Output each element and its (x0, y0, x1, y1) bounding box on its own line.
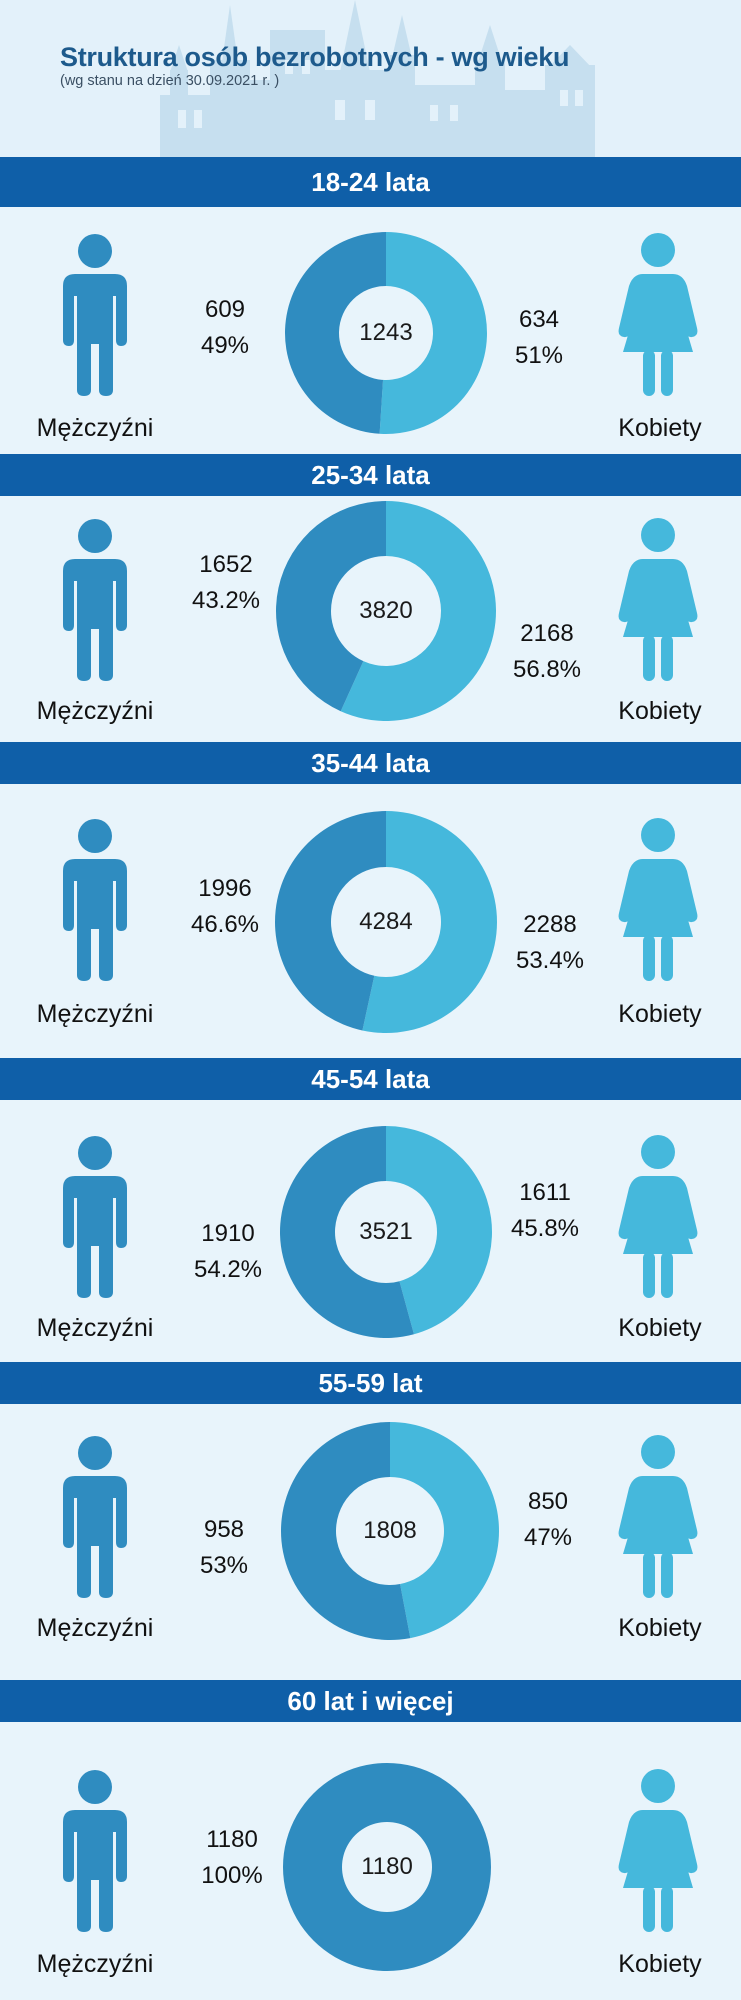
donut-chart (280, 1422, 499, 1640)
donut-total-label: 3820 (359, 597, 413, 624)
men-count: 1180 (206, 1826, 258, 1853)
men-label: Mężczyźni (36, 1000, 154, 1028)
donut-chart (285, 232, 488, 434)
men-value-label: 609 49% (170, 292, 280, 364)
women-count: 850 (527, 1488, 569, 1515)
women-percent: 53.4% (515, 947, 585, 974)
men-label: Mężczyźni (36, 1314, 154, 1342)
man-icon (55, 1768, 135, 1938)
section-header-band: 35-44 lata (0, 742, 741, 784)
women-value-label: 634 51% (484, 302, 594, 374)
men-percent: 53% (199, 1552, 249, 1579)
women-label: Kobiety (618, 414, 702, 442)
women-value-label: 2168 56.8% (492, 616, 602, 688)
women-count: 2288 (523, 911, 577, 938)
city-skyline-illustration (160, 0, 595, 157)
women-value-label: 2288 53.4% (495, 907, 605, 979)
page-subtitle: (wg stanu na dzień 30.09.2021 r. ) (60, 73, 280, 89)
men-slice (282, 1763, 491, 1971)
women-slice (340, 501, 496, 721)
women-value-label: 1611 45.8% (490, 1175, 600, 1247)
men-percent: 43.2% (191, 587, 261, 614)
men-value-label: 1652 43.2% (171, 547, 281, 619)
men-label: Mężczyźni (36, 697, 154, 725)
page-title: Struktura osób bezrobotnych - wg wieku (60, 42, 570, 72)
men-slice (285, 232, 386, 434)
men-slice (275, 811, 386, 1031)
men-count: 1996 (198, 875, 252, 902)
donut-chart (282, 1763, 491, 1971)
woman-icon (613, 1434, 703, 1604)
men-value-label: 1910 54.2% (173, 1216, 283, 1288)
woman-icon (613, 232, 703, 402)
donut-total-label: 4284 (359, 908, 413, 935)
men-count: 958 (203, 1516, 245, 1543)
men-label: Mężczyźni (36, 1950, 154, 1978)
men-count: 1910 (201, 1220, 255, 1247)
header-banner: Struktura osób bezrobotnych - wg wieku (… (0, 0, 741, 157)
man-icon (55, 1134, 135, 1304)
women-label: Kobiety (618, 1614, 702, 1642)
men-percent: 100% (201, 1862, 263, 1889)
donut-total-label: 1243 (359, 319, 413, 346)
men-percent: 46.6% (190, 911, 260, 938)
women-slice (390, 1422, 499, 1639)
women-label: Kobiety (618, 697, 702, 725)
women-label: Kobiety (618, 1950, 702, 1978)
women-slice (379, 232, 488, 434)
men-value-label: 1996 46.6% (170, 871, 280, 943)
woman-icon (613, 1768, 703, 1938)
section-header-band: 45-54 lata (0, 1058, 741, 1100)
men-percent: 49% (200, 332, 250, 359)
women-slice (386, 1126, 492, 1335)
men-slice (280, 1422, 411, 1640)
section-header-band: 18-24 lata (0, 157, 741, 207)
donut-chart (276, 501, 496, 721)
women-count: 634 (518, 306, 560, 333)
woman-icon (613, 517, 703, 687)
women-percent: 51% (514, 342, 564, 369)
section-header-band: 60 lat i więcej (0, 1680, 741, 1722)
men-value-label: 1180 100% (177, 1822, 287, 1894)
women-percent: 56.8% (512, 656, 582, 683)
women-count: 1611 (519, 1179, 571, 1206)
man-icon (55, 817, 135, 987)
men-count: 609 (204, 296, 246, 323)
woman-icon (613, 1134, 703, 1304)
section-header-band: 55-59 lat (0, 1362, 741, 1404)
section-header-band: 25-34 lata (0, 454, 741, 496)
men-value-label: 958 53% (169, 1512, 279, 1584)
women-label: Kobiety (618, 1000, 702, 1028)
man-icon (55, 517, 135, 687)
men-count: 1652 (199, 551, 253, 578)
women-value-label: 850 47% (493, 1484, 603, 1556)
man-icon (55, 232, 135, 402)
donut-total-label: 1808 (363, 1517, 417, 1544)
woman-icon (613, 817, 703, 987)
men-percent: 54.2% (193, 1256, 263, 1283)
donut-total-label: 3521 (359, 1218, 413, 1245)
donut-total-label: 1180 (361, 1853, 413, 1880)
men-label: Mężczyźni (36, 1614, 154, 1642)
women-percent: 47% (523, 1524, 573, 1551)
men-slice (276, 501, 386, 712)
men-label: Mężczyźni (36, 414, 154, 442)
women-count: 2168 (520, 620, 574, 647)
women-label: Kobiety (618, 1314, 702, 1342)
women-percent: 45.8% (510, 1215, 580, 1242)
man-icon (55, 1434, 135, 1604)
donut-chart (275, 811, 497, 1033)
donut-chart (280, 1126, 492, 1338)
women-slice (362, 811, 497, 1033)
men-slice (280, 1126, 414, 1338)
